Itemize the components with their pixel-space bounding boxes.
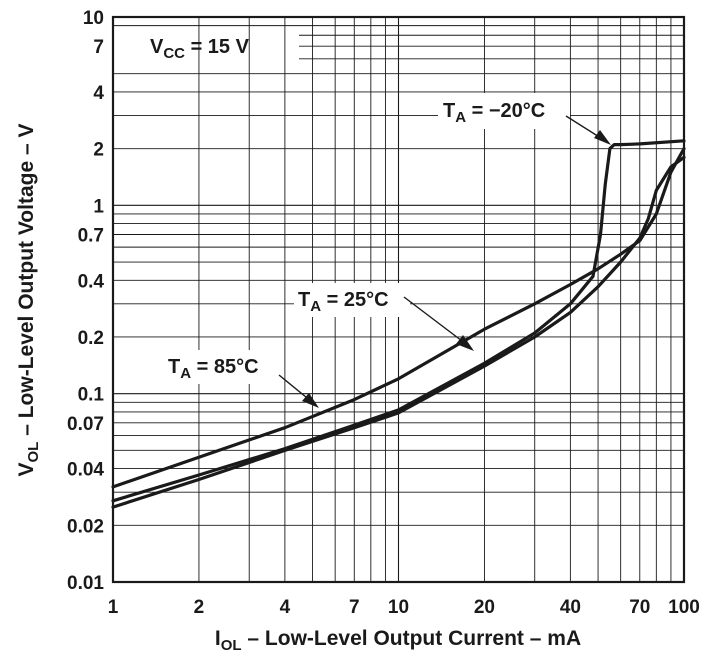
- condition-label-bg: [121, 26, 299, 66]
- leader-85: [278, 374, 319, 408]
- y-tick-label: 0.2: [78, 328, 104, 349]
- condition-label: VCC = 15 V: [150, 36, 250, 62]
- curve-ta-25: [111, 155, 686, 509]
- x-tick-label: 40: [560, 597, 581, 618]
- y-tick-label: 0.7: [78, 226, 104, 247]
- x-tick-label: 10: [388, 597, 409, 618]
- x-tick-label: 1: [108, 597, 119, 618]
- y-tick-label: 0.07: [67, 414, 104, 435]
- leader-25: [403, 296, 474, 351]
- x-tick-label: 7: [349, 597, 360, 618]
- x-tick-labels: 1 2 4 7 10 20 40 70 100: [108, 597, 700, 618]
- y-tick-label: 0.01: [67, 573, 104, 594]
- label-bg-85: [163, 350, 281, 384]
- label-bg-25: [294, 283, 410, 317]
- x-tick-label: 70: [629, 597, 650, 618]
- y-tick-labels: 0.01 0.02 0.04 0.07 0.1 0.2 0.4 0.7 1 2 4 7 10: [67, 8, 104, 594]
- y-tick-label: 0.1: [78, 385, 105, 406]
- y-tick-label: 2: [93, 140, 104, 161]
- x-tick-label: 2: [194, 597, 205, 618]
- y-tick-label: 0.04: [67, 460, 104, 481]
- x-tick-label: 100: [668, 597, 700, 618]
- plot-area-border: [111, 15, 686, 584]
- y-tick-label: 10: [83, 8, 104, 29]
- y-tick-label: 7: [93, 37, 104, 58]
- label-bg-minus20: [438, 93, 570, 129]
- x-axis-label: IOL – Low-Level Output Current – mA: [215, 627, 581, 654]
- y-tick-label: 0.4: [78, 271, 105, 292]
- y-tick-label: 0.02: [67, 516, 104, 537]
- leader-minus20: [565, 115, 611, 145]
- series-label-85: TA = 85°C: [168, 356, 259, 382]
- y-tick-label: 4: [93, 83, 104, 104]
- series-label-minus20: TA = −20°C: [443, 100, 545, 126]
- curve-ta-minus20: [111, 139, 686, 503]
- x-tick-label: 4: [280, 597, 291, 618]
- series-label-25: TA = 25°C: [298, 289, 389, 315]
- y-axis-label: VOL – Low-Level Output Voltage – V: [15, 123, 42, 476]
- curves: [111, 139, 686, 509]
- curve-ta-85: [111, 147, 686, 489]
- y-tick-label: 1: [93, 196, 104, 217]
- x-tick-label: 20: [474, 597, 495, 618]
